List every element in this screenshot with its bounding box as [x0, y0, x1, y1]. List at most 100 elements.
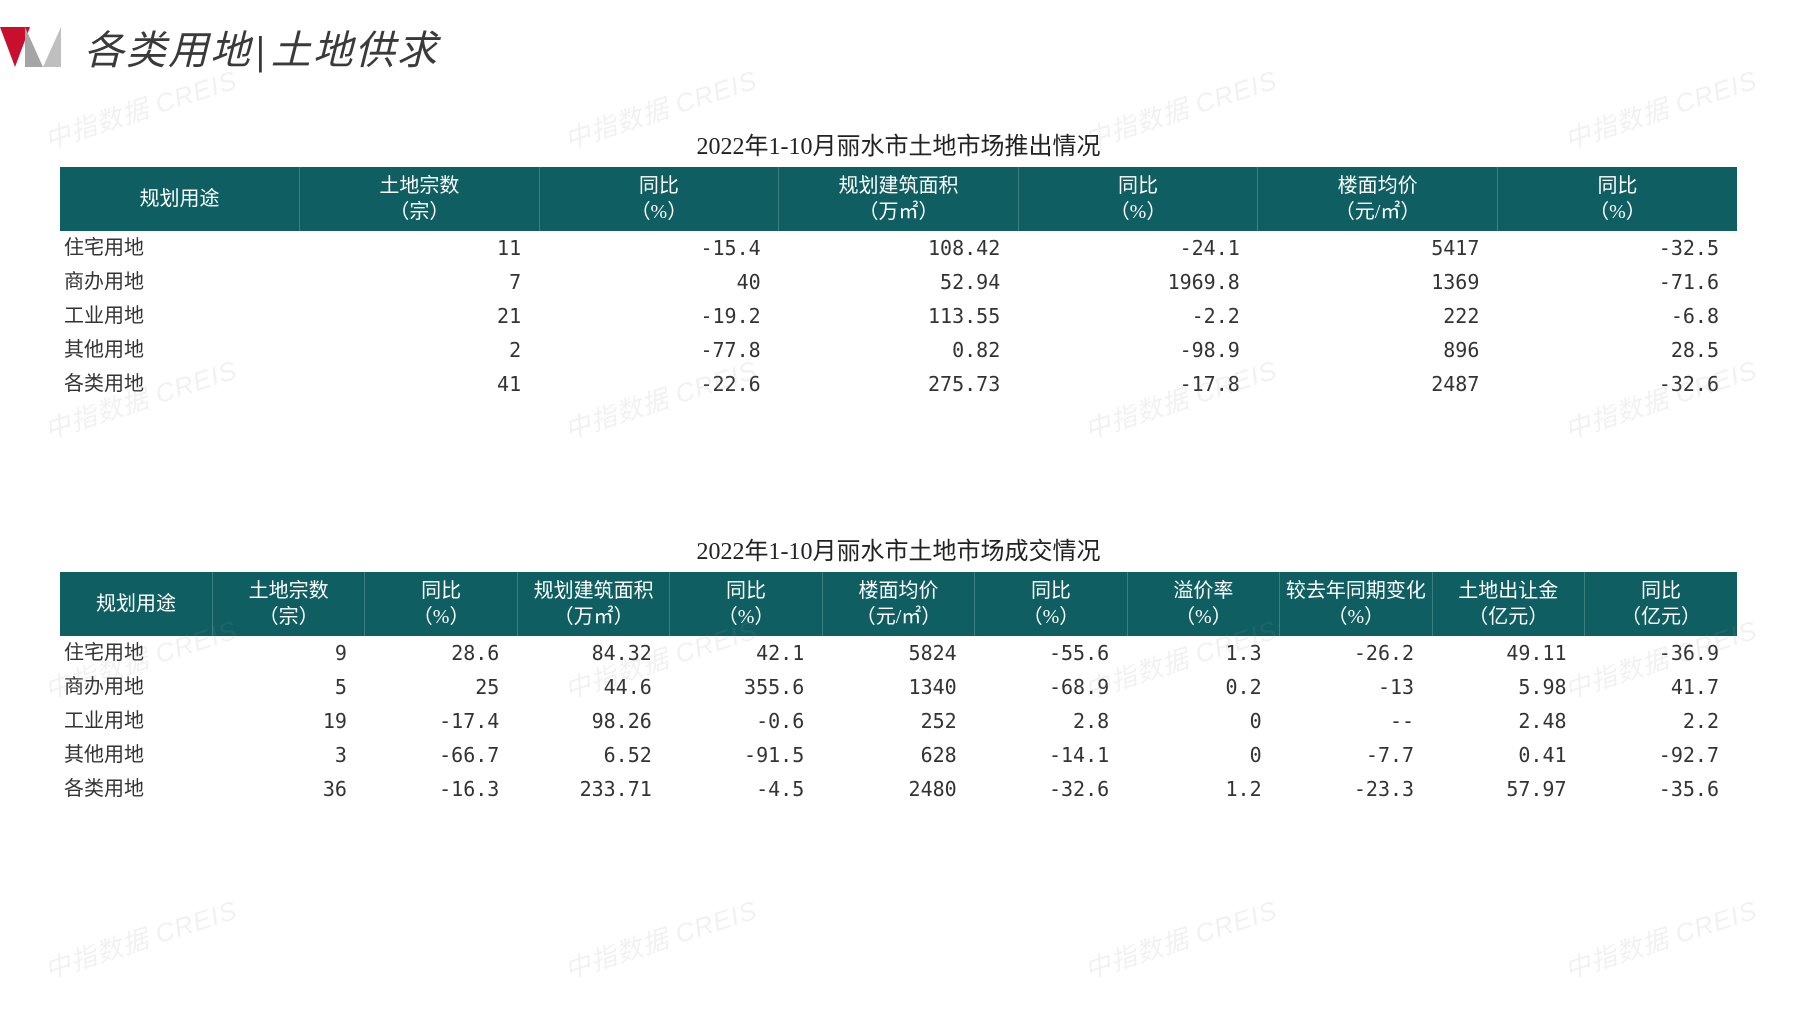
- cell-value: 355.6: [670, 670, 822, 704]
- cell-value: 5417: [1258, 231, 1498, 265]
- cell-value: 108.42: [779, 231, 1019, 265]
- cell-value: -15.4: [539, 231, 779, 265]
- cell-value: -32.5: [1497, 231, 1737, 265]
- cell-value: 1969.8: [1018, 265, 1258, 299]
- col-header-line1: 楼面均价: [827, 578, 970, 604]
- col-header-line2: （宗）: [217, 604, 360, 630]
- cell-value: 11: [300, 231, 540, 265]
- cell-value: 628: [822, 738, 974, 772]
- table1-head: 规划用途土地宗数（宗）同比（%）规划建筑面积（万㎡）同比（%）楼面均价（元/㎡）…: [60, 167, 1737, 231]
- table1-col-header: 同比（%）: [1497, 167, 1737, 231]
- cell-value: 0.2: [1127, 670, 1279, 704]
- row-label: 工业用地: [60, 704, 212, 738]
- cell-value: 896: [1258, 333, 1498, 367]
- col-header-line1: 规划建筑面积: [783, 173, 1014, 199]
- row-label: 商办用地: [60, 265, 300, 299]
- cell-value: -32.6: [1497, 367, 1737, 401]
- col-header-line2: （万㎡）: [783, 199, 1014, 225]
- cell-value: -68.9: [975, 670, 1127, 704]
- cell-value: 2.48: [1432, 704, 1584, 738]
- row-label: 住宅用地: [60, 636, 212, 670]
- cell-value: -14.1: [975, 738, 1127, 772]
- cell-value: 36: [212, 772, 364, 806]
- col-header-line1: 土地出让金: [1437, 578, 1580, 604]
- cell-value: -66.7: [365, 738, 517, 772]
- col-header-line2: （%）: [1132, 604, 1275, 630]
- table2-col-header: 土地宗数（宗）: [212, 572, 364, 636]
- cell-value: 252: [822, 704, 974, 738]
- cell-value: 28.5: [1497, 333, 1737, 367]
- table2-head: 规划用途土地宗数（宗）同比（%）规划建筑面积（万㎡）同比（%）楼面均价（元/㎡）…: [60, 572, 1737, 636]
- table2-col-header: 同比（%）: [365, 572, 517, 636]
- cell-value: -7.7: [1280, 738, 1432, 772]
- table-row: 各类用地41-22.6275.73-17.82487-32.6: [60, 367, 1737, 401]
- spacer: [60, 401, 1737, 521]
- cell-value: 41.7: [1585, 670, 1737, 704]
- page-header: 各类用地|土地供求: [0, 0, 1797, 76]
- col-header-line2: （%）: [674, 604, 817, 630]
- cell-value: 84.32: [517, 636, 669, 670]
- row-label: 工业用地: [60, 299, 300, 333]
- col-header-line1: 规划用途: [64, 186, 295, 212]
- cell-value: -17.4: [365, 704, 517, 738]
- page-title-right: 土地供求: [271, 28, 439, 73]
- cell-value: 7: [300, 265, 540, 299]
- row-label: 各类用地: [60, 367, 300, 401]
- col-header-line1: 土地宗数: [217, 578, 360, 604]
- cell-value: 41: [300, 367, 540, 401]
- col-header-line2: （%）: [544, 199, 775, 225]
- page-title: 各类用地|土地供求: [84, 18, 439, 76]
- col-header-line1: 同比: [1589, 578, 1733, 604]
- table-row: 工业用地19-17.498.26-0.62522.80--2.482.2: [60, 704, 1737, 738]
- cell-value: 9: [212, 636, 364, 670]
- cell-value: 0: [1127, 738, 1279, 772]
- col-header-line1: 溢价率: [1132, 578, 1275, 604]
- cell-value: -16.3: [365, 772, 517, 806]
- cell-value: 28.6: [365, 636, 517, 670]
- cell-value: 0.82: [779, 333, 1019, 367]
- row-label: 各类用地: [60, 772, 212, 806]
- cell-value: -35.6: [1585, 772, 1737, 806]
- cell-value: 5.98: [1432, 670, 1584, 704]
- cell-value: 233.71: [517, 772, 669, 806]
- cell-value: 0: [1127, 704, 1279, 738]
- cell-value: 2: [300, 333, 540, 367]
- brand-logo-icon: [0, 27, 66, 67]
- cell-value: 2.2: [1585, 704, 1737, 738]
- page-title-left: 各类用地: [84, 28, 252, 73]
- cell-value: 21: [300, 299, 540, 333]
- col-header-line1: 同比: [369, 578, 512, 604]
- cell-value: 1369: [1258, 265, 1498, 299]
- col-header-line1: 楼面均价: [1262, 173, 1493, 199]
- watermark: 中指数据 CREIS: [1079, 890, 1281, 987]
- watermark: 中指数据 CREIS: [39, 890, 241, 987]
- table1-supply: 规划用途土地宗数（宗）同比（%）规划建筑面积（万㎡）同比（%）楼面均价（元/㎡）…: [60, 167, 1737, 401]
- col-header-line1: 较去年同期变化: [1284, 578, 1427, 604]
- cell-value: 1340: [822, 670, 974, 704]
- table2-col-header: 楼面均价（元/㎡）: [822, 572, 974, 636]
- cell-value: -4.5: [670, 772, 822, 806]
- watermark: 中指数据 CREIS: [1559, 890, 1761, 987]
- table-row: 工业用地21-19.2113.55-2.2222-6.8: [60, 299, 1737, 333]
- table2-caption: 2022年1-10月丽水市土地市场成交情况: [60, 531, 1737, 566]
- cell-value: -92.7: [1585, 738, 1737, 772]
- cell-value: --: [1280, 704, 1432, 738]
- cell-value: -0.6: [670, 704, 822, 738]
- col-header-line1: 规划建筑面积: [522, 578, 665, 604]
- cell-value: -26.2: [1280, 636, 1432, 670]
- cell-value: 19: [212, 704, 364, 738]
- cell-value: 113.55: [779, 299, 1019, 333]
- cell-value: 0.41: [1432, 738, 1584, 772]
- col-header-line2: （万㎡）: [522, 604, 665, 630]
- cell-value: -6.8: [1497, 299, 1737, 333]
- table2-transaction: 规划用途土地宗数（宗）同比（%）规划建筑面积（万㎡）同比（%）楼面均价（元/㎡）…: [60, 572, 1737, 806]
- cell-value: 2487: [1258, 367, 1498, 401]
- table-row: 商办用地52544.6355.61340-68.90.2-135.9841.7: [60, 670, 1737, 704]
- table-row: 其他用地2-77.80.82-98.989628.5: [60, 333, 1737, 367]
- cell-value: -36.9: [1585, 636, 1737, 670]
- table2-col-header: 规划建筑面积（万㎡）: [517, 572, 669, 636]
- table-row: 住宅用地928.684.3242.15824-55.61.3-26.249.11…: [60, 636, 1737, 670]
- col-header-line2: （亿元）: [1589, 604, 1733, 630]
- cell-value: -22.6: [539, 367, 779, 401]
- table-row: 其他用地3-66.76.52-91.5628-14.10-7.70.41-92.…: [60, 738, 1737, 772]
